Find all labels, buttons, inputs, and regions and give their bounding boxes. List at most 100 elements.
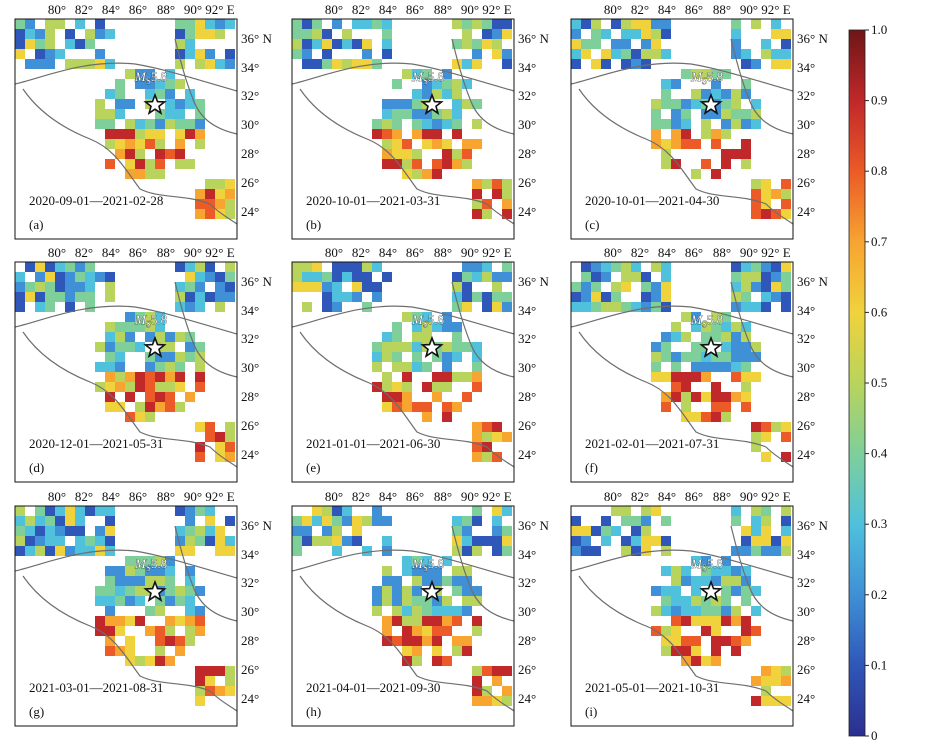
grid-cell — [195, 362, 205, 372]
grid-cell — [352, 292, 362, 302]
boundary-line — [291, 62, 515, 92]
grid-cell — [105, 536, 115, 546]
grid-cell — [382, 616, 392, 626]
grid-cell — [125, 169, 135, 179]
grid-cell — [95, 586, 105, 596]
boundary-line — [291, 549, 515, 579]
lat-tick-label: 28° — [241, 389, 259, 404]
grid-cell — [215, 189, 225, 199]
grid-cell — [312, 506, 322, 516]
grid-cell — [382, 596, 392, 606]
lat-tick-label: 36° N — [241, 31, 272, 46]
grid-cell — [145, 392, 155, 402]
grid-cell — [731, 576, 741, 586]
magnitude-label: MS5.8 — [134, 556, 167, 573]
grid-cell — [432, 626, 442, 636]
grid-cell — [671, 576, 681, 586]
magnitude-sub: S — [146, 563, 151, 573]
grid-cell — [721, 402, 731, 412]
grid-cell — [352, 516, 362, 526]
lon-tick-label: 92° E — [761, 245, 790, 260]
grid-cell — [671, 362, 681, 372]
grid-cell — [751, 516, 761, 526]
grid-cell — [342, 39, 352, 49]
grid-cell — [581, 536, 591, 546]
grid-cell — [85, 59, 95, 69]
grid-cell — [492, 546, 502, 556]
grid-cell — [215, 452, 225, 462]
grid-cell — [322, 536, 332, 546]
grid-cell — [105, 129, 115, 139]
grid-cell — [45, 506, 55, 516]
grid-cell — [125, 566, 135, 576]
grid-cell — [145, 312, 155, 322]
magnitude-label: MS5.8 — [690, 69, 723, 86]
grid-cell — [175, 119, 185, 129]
grid-cell — [105, 322, 115, 332]
lat-tick-label: 26° — [518, 175, 536, 190]
grid-cell — [332, 59, 342, 69]
grid-cell — [442, 576, 452, 586]
grid-cell — [115, 352, 125, 362]
grid-cell — [292, 262, 302, 272]
lat-tick-label: 26° — [241, 662, 259, 677]
lon-tick-label: 82° — [631, 489, 649, 504]
grid-cell — [215, 199, 225, 209]
magnitude-value: 5.8 — [151, 312, 167, 327]
grid-cell — [731, 636, 741, 646]
grid-cell — [135, 372, 145, 382]
grid-cell — [472, 19, 482, 29]
grid-cell — [721, 89, 731, 99]
grid-cell — [135, 596, 145, 606]
grid-cell — [472, 59, 482, 69]
map-panel: 80° 82° 84° 86° 88° 90° 92° E36° N34°32°30°28°… — [570, 2, 828, 240]
grid-cell — [432, 576, 442, 586]
grid-cell — [145, 322, 155, 332]
grid-cell — [185, 596, 195, 606]
grid-cell — [761, 39, 771, 49]
grid-cell — [701, 119, 711, 129]
grid-cell — [105, 89, 115, 99]
grid-cell — [452, 616, 462, 626]
grid-cell — [75, 39, 85, 49]
grid-cell — [125, 139, 135, 149]
epicenter-star-icon — [699, 335, 723, 358]
grid-cell — [741, 536, 751, 546]
magnitude-main: M — [411, 312, 424, 327]
grid-cell — [422, 129, 432, 139]
grid-cell — [382, 586, 392, 596]
grid-cell — [125, 372, 135, 382]
grid-cell — [402, 392, 412, 402]
grid-cell — [452, 402, 462, 412]
grid-cell — [115, 109, 125, 119]
grid-cell — [452, 59, 462, 69]
grid-cell — [165, 332, 175, 342]
lat-tick-label: 36° N — [518, 274, 549, 289]
grid-cell — [502, 432, 512, 442]
grid-cell — [701, 159, 711, 169]
lon-tick-label: 90° — [184, 489, 202, 504]
magnitude-label: MS5.8 — [134, 69, 167, 86]
grid-cell — [412, 169, 422, 179]
grid-cell — [442, 89, 452, 99]
boundary-line — [299, 331, 515, 468]
grid-cell — [581, 39, 591, 49]
grid-cell — [392, 159, 402, 169]
grid-cell — [65, 292, 75, 302]
colorbar-gradient — [848, 29, 866, 737]
grid-cell — [75, 546, 85, 556]
grid-cell — [35, 516, 45, 526]
grid-cell — [741, 302, 751, 312]
grid-cell — [195, 382, 205, 392]
grid-cell — [671, 646, 681, 656]
grid-cell — [442, 352, 452, 362]
magnitude-sub: S — [423, 76, 428, 86]
grid-cell — [322, 506, 332, 516]
grid-cell — [292, 49, 302, 59]
lon-tick-label: 92° E — [761, 2, 790, 17]
grid-cell — [175, 49, 185, 59]
grid-cell — [402, 402, 412, 412]
grid-cell — [601, 29, 611, 39]
grid-cell — [741, 526, 751, 536]
grid-cell — [155, 626, 165, 636]
